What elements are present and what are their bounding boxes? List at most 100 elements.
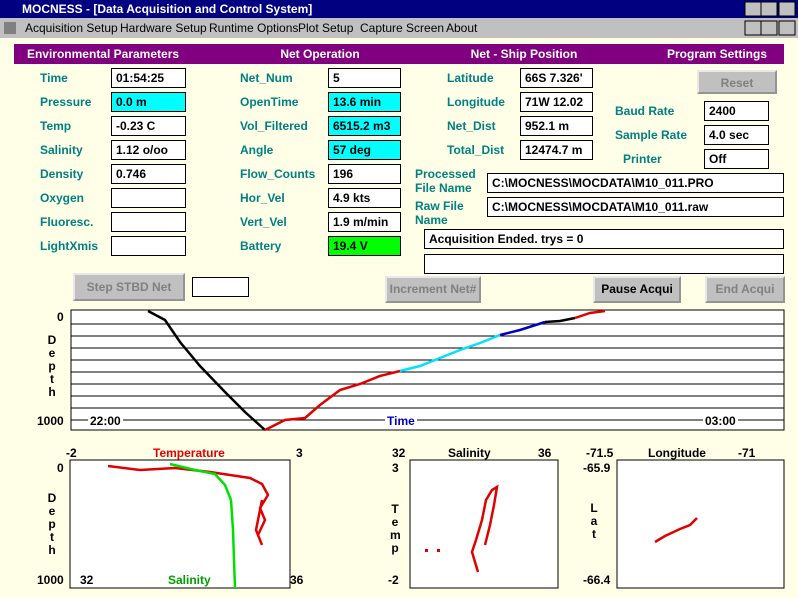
file-label: Processed File Name — [415, 167, 476, 195]
value-field — [111, 212, 186, 232]
value-field: 12474.7 m — [520, 140, 593, 160]
field-label: Angle — [240, 143, 274, 157]
section-heading: Net - Ship Position — [470, 47, 578, 61]
axis-label: 03:00 — [703, 414, 738, 428]
field-label: Density — [40, 167, 84, 181]
value-field: 1.12 o/oo — [111, 140, 186, 160]
window-title: MOCNESS - [Data Acquisition and Control … — [22, 2, 313, 16]
menu-item[interactable]: Hardware Setup — [120, 21, 207, 35]
field-label: Time — [40, 71, 68, 85]
menu-bar — [0, 18, 798, 38]
axis-label: -2 — [66, 446, 77, 460]
axis-title: Temp — [390, 502, 401, 555]
status-field: Acquisition Ended. trys = 0 — [424, 229, 784, 249]
field-label: Total_Dist — [447, 143, 505, 157]
value-field: 0.746 — [111, 164, 186, 184]
field-label: Oxygen — [40, 191, 85, 205]
value-field: -0.23 C — [111, 116, 186, 136]
ts-plot-area — [409, 459, 559, 589]
value-field: 13.6 min — [328, 92, 401, 112]
step-button[interactable]: Step STBD Net — [73, 273, 185, 301]
field-label: Salinity — [40, 143, 83, 157]
value-field — [111, 236, 186, 256]
value-field: 57 deg — [328, 140, 401, 160]
value-field: 4.9 kts — [328, 188, 401, 208]
field-label: Hor_Vel — [240, 191, 285, 205]
file-field: C:\MOCNESS\MOCDATA\M10_011.raw — [487, 197, 784, 217]
axis-label: 22:00 — [88, 414, 123, 428]
axis-title: Salinity — [168, 573, 211, 587]
value-field: 19.4 V — [328, 236, 401, 256]
setting-label: Printer — [623, 152, 662, 166]
pause-button[interactable]: Pause Acqui — [593, 276, 681, 303]
menu-item[interactable]: Acquisition Setup — [25, 21, 118, 35]
reset-button[interactable]: Reset — [697, 70, 777, 94]
value-field: 01:54:25 — [111, 68, 186, 88]
axis-label: 1000 — [37, 414, 64, 428]
file-label: Raw File Name — [415, 199, 464, 227]
axis-label: 0 — [57, 310, 64, 324]
increment-button[interactable]: Increment Net# — [385, 276, 481, 303]
ts-trace — [470, 484, 499, 573]
value-field: 5 — [328, 68, 401, 88]
value-field: 66S 7.326' — [520, 68, 593, 88]
field-label: LightXmis — [40, 239, 99, 253]
menu-item[interactable]: Plot Setup — [298, 21, 354, 35]
section-heading: Net Operation — [280, 47, 360, 61]
axis-label: -2 — [388, 573, 399, 587]
setting-field: 4.0 sec — [704, 125, 769, 145]
salinity-trace — [169, 462, 237, 589]
track-trace — [654, 517, 698, 544]
field-label: Vol_Filtered — [240, 119, 308, 133]
axis-label: 32 — [392, 446, 406, 460]
value-field — [111, 188, 186, 208]
value-field: 6515.2 m3 — [328, 116, 401, 136]
field-label: Vert_Vel — [240, 215, 287, 229]
section-heading: Environmental Parameters — [26, 47, 180, 61]
field-label: Net_Dist — [447, 119, 496, 133]
message-field — [424, 254, 784, 274]
depth-plot-area — [70, 309, 785, 431]
value-field: 0.0 m — [111, 92, 186, 112]
field-label: Net_Num — [240, 71, 293, 85]
section-header-bar — [14, 44, 784, 64]
setting-label: Sample Rate — [615, 128, 688, 142]
axis-label: -71 — [738, 446, 756, 460]
field-label: Fluoresc. — [40, 215, 94, 229]
axis-label: 0 — [57, 461, 64, 475]
setting-field: 2400 — [704, 101, 769, 121]
setting-field: Off — [704, 149, 769, 169]
axis-title: Time — [385, 414, 417, 428]
field-label: Flow_Counts — [240, 167, 316, 181]
menu-item[interactable]: Capture Screen — [360, 21, 445, 35]
axis-title: Depth — [47, 491, 57, 557]
axis-label: -71.5 — [586, 446, 614, 460]
axis-title: Depth — [47, 333, 57, 399]
field-label: Battery — [240, 239, 282, 253]
axis-label: 32 — [80, 573, 94, 587]
step-field — [192, 277, 249, 297]
axis-label: 3 — [296, 446, 303, 460]
value-field: 196 — [328, 164, 401, 184]
profile-plot-area — [69, 459, 291, 589]
axis-label: -66.4 — [583, 573, 611, 587]
setting-label: Baud Rate — [615, 104, 675, 118]
depth-grid — [71, 323, 784, 421]
axis-label: -65.9 — [583, 461, 611, 475]
field-label: Temp — [40, 119, 72, 133]
end-button[interactable]: End Acqui — [705, 276, 785, 303]
field-label: Longitude — [447, 95, 505, 109]
ts-scatter — [425, 549, 440, 552]
value-field: 1.9 m/min — [328, 212, 401, 232]
app-icon — [4, 22, 16, 34]
menu-item[interactable]: About — [446, 21, 478, 35]
value-field: 71W 12.02 — [520, 92, 593, 112]
menu-item[interactable]: Runtime Options — [209, 21, 299, 35]
section-heading: Program Settings — [666, 47, 768, 61]
window-buttons[interactable] — [744, 1, 796, 36]
value-field: 952.1 m — [520, 116, 593, 136]
axis-title: Temperature — [153, 446, 225, 460]
field-label: Latitude — [447, 71, 494, 85]
